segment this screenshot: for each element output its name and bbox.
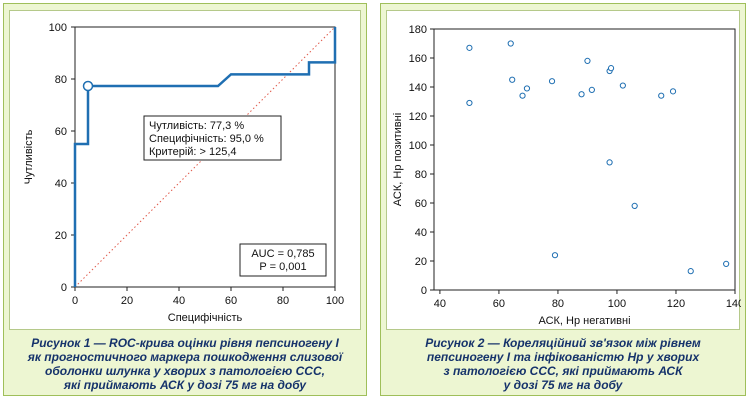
- figure-1-panel: 0 20 40 60 80 100 0 20 40 60 80 100 Специфічність Чут…: [3, 3, 367, 396]
- y-tick-label: 60: [415, 198, 427, 210]
- criterion-text: Чутливість: 77,3 %: [149, 120, 244, 132]
- scatter-point: [687, 268, 694, 275]
- optimal-criterion-marker: [82, 80, 94, 92]
- x-tick-label: 120: [667, 298, 685, 310]
- scatter-point: [584, 57, 591, 65]
- roc-curve-line: [73, 27, 337, 287]
- x-axis-title: Специфічність: [168, 312, 243, 324]
- y-axis-title: АСК, Hp позитивні: [392, 113, 404, 206]
- y-tick-label: 80: [415, 169, 427, 181]
- x-tick-label: 0: [72, 295, 78, 307]
- scatter-point: [723, 260, 730, 267]
- y-tick-label: 20: [415, 256, 427, 268]
- scatter-point: [588, 86, 595, 94]
- y-tick-label: 100: [409, 140, 427, 152]
- figure-2-panel: 40 60 80 100 120 140 0 20 40 60 80 100 120 140 160 180 А…: [380, 3, 746, 396]
- y-tick-label: 40: [55, 178, 67, 190]
- x-tick-label: 100: [326, 295, 344, 307]
- figure-1-caption-line: як прогностичного маркера пошкодження сл…: [27, 350, 343, 364]
- y-tick-label: 100: [49, 22, 67, 34]
- roc-chart: 0 20 40 60 80 100 0 20 40 60 80 100 Специфічність Чут…: [9, 10, 361, 330]
- auc-text: P = 0,001: [259, 261, 306, 273]
- figure-1-caption: Рисунок 1 — ROC-крива оцінки рівня пепси…: [4, 336, 366, 392]
- scatter-point: [507, 40, 514, 47]
- x-axis-title: АСК, Hp негативні: [538, 315, 630, 327]
- x-tick-label: 20: [121, 295, 133, 307]
- x-tick-label: 140: [726, 298, 741, 310]
- criterion-text: Критерій: > 125,4: [149, 146, 237, 158]
- reference-diagonal-line: [74, 26, 336, 288]
- y-tick-label: 0: [61, 282, 67, 294]
- scatter-point: [548, 78, 556, 85]
- y-tick-label: 80: [55, 74, 67, 86]
- scatter-point: [578, 91, 585, 98]
- scatter-point: [466, 44, 473, 51]
- scatter-chart: 40 60 80 100 120 140 0 20 40 60 80 100 120 140 160 180 А…: [386, 10, 741, 330]
- scatter-point: [631, 202, 638, 209]
- figure-2-caption-line: Рисунок 2 — Кореляційний зв'язок між рів…: [425, 336, 701, 350]
- auc-box: [239, 243, 327, 277]
- x-tick-label: 60: [493, 298, 505, 310]
- y-tick-label: 40: [415, 227, 427, 239]
- x-tick-label: 80: [277, 295, 289, 307]
- figure-1-caption-line: які приймають АСК у дозі 75 мг на добу: [63, 378, 307, 392]
- criterion-text: Специфічність: 95,0 %: [149, 133, 264, 145]
- figure-2-caption-line: пепсиногену I та інфікованістю Hp у хвор…: [426, 350, 700, 364]
- scatter-point: [669, 88, 677, 95]
- y-tick-label: 20: [55, 230, 67, 242]
- x-tick-label: 40: [434, 298, 446, 310]
- scatter-point: [519, 92, 526, 99]
- figure-1-caption-line: оболонки шлунка у хворих з патологією СС…: [45, 364, 325, 378]
- scatter-point: [466, 99, 473, 107]
- x-tick-label: 60: [225, 295, 237, 307]
- figure-2-caption-line: у дозі 75 мг на добу: [503, 378, 623, 392]
- plot-frame: [433, 28, 736, 291]
- auc-text: AUC = 0,785: [251, 248, 314, 260]
- scatter-point: [607, 65, 615, 72]
- y-tick-label: 160: [409, 53, 427, 65]
- x-tick-label: 40: [173, 295, 185, 307]
- y-axis-title: Чутливість: [23, 129, 35, 184]
- scatter-chart-svg: 40 60 80 100 120 140 0 20 40 60 80 100 120 140 160 180 А…: [392, 24, 741, 327]
- y-tick-label: 0: [421, 285, 427, 297]
- figure-2-caption-line: з патологією ССС, які приймають АСК: [443, 364, 683, 378]
- scatter-point: [551, 252, 559, 259]
- scatter-point: [523, 85, 531, 92]
- criterion-box: [143, 115, 282, 161]
- scatter-point: [606, 159, 613, 166]
- y-tick-label: 60: [55, 126, 67, 138]
- scatter-point: [509, 76, 516, 83]
- scatter-point: [619, 82, 626, 89]
- x-tick-label: 80: [552, 298, 564, 310]
- x-tick-label: 100: [608, 298, 626, 310]
- scatter-point: [658, 92, 665, 99]
- y-tick-label: 180: [409, 24, 427, 36]
- figure-2-caption: Рисунок 2 — Кореляційний зв'язок між рів…: [381, 336, 745, 392]
- figure-1-caption-line: Рисунок 1 — ROC-крива оцінки рівня пепси…: [31, 336, 339, 350]
- roc-chart-svg: 0 20 40 60 80 100 0 20 40 60 80 100 Специфічність Чут…: [23, 22, 344, 324]
- y-tick-label: 140: [409, 82, 427, 94]
- y-tick-label: 120: [409, 111, 427, 123]
